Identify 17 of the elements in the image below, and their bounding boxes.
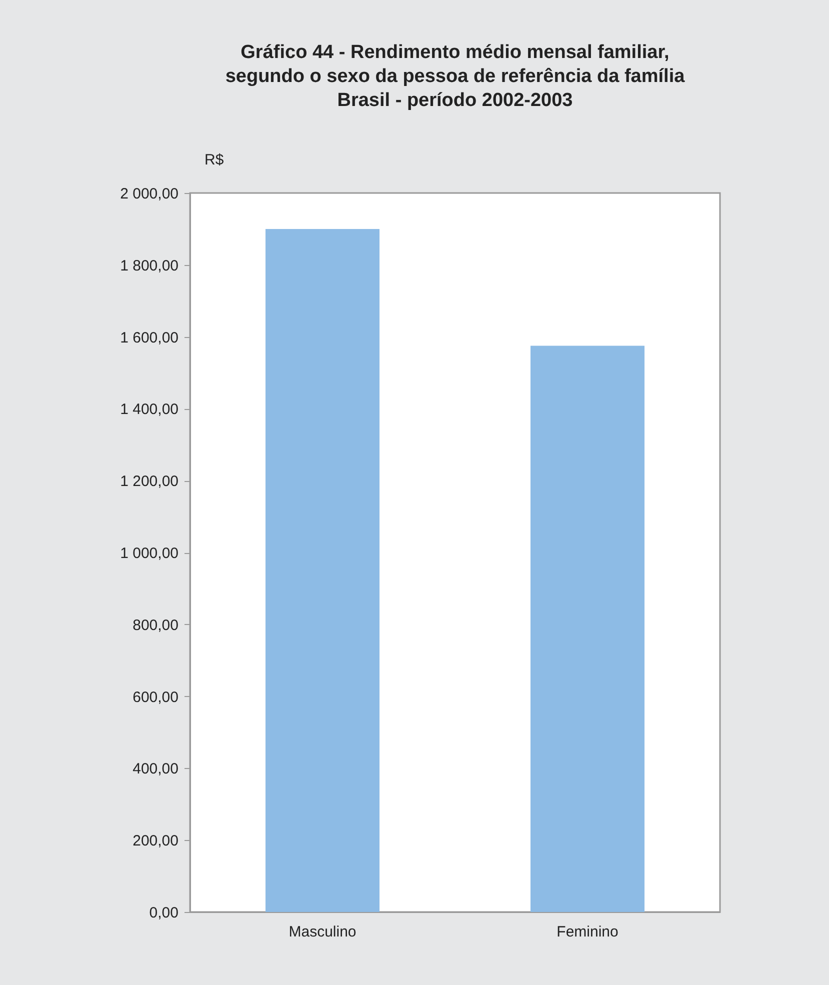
x-tick-label: Masculino <box>288 924 356 940</box>
y-tick-label: 400,00 <box>132 760 178 778</box>
y-axis-title: R$ <box>204 152 224 168</box>
text: Brasil - período 2002-2003 <box>337 90 573 111</box>
y-tick-label: 1 200,00 <box>120 473 178 490</box>
y-tick-label: 1 400,00 <box>120 401 178 418</box>
y-tick-label: 2 000,00 <box>120 186 178 202</box>
y-tick-label: 600,00 <box>132 688 178 706</box>
y-tick-label: 1 000,00 <box>120 545 178 562</box>
y-tick-label: 800,00 <box>132 616 178 634</box>
y-tick-label: 1 800,00 <box>120 257 178 274</box>
y-tick-label: 1 600,00 <box>120 329 178 346</box>
text: Gráfico 44 - Rendimento médio mensal familiar, <box>240 42 670 63</box>
text: segundo o sexo da pessoa de referência da família <box>225 66 685 87</box>
y-tick-label: 0,00 <box>149 904 178 922</box>
y-tick-label: 200,00 <box>132 832 178 850</box>
x-tick-label: Feminino <box>556 924 618 940</box>
